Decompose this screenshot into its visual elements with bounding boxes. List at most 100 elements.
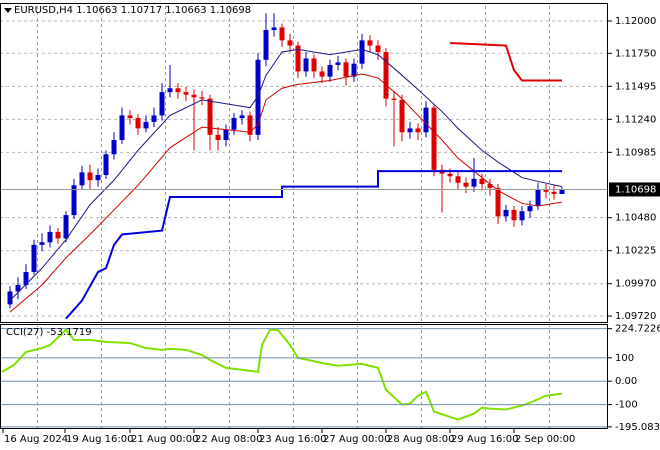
y-tick-label: -100 [615, 400, 638, 411]
candle-body [511, 209, 517, 221]
candle-body [263, 30, 269, 60]
candle-body [223, 129, 229, 141]
candle-body [351, 63, 357, 77]
candle-body [71, 185, 77, 216]
y-tick-label: 224.7226 [615, 324, 660, 335]
candle-body [495, 187, 501, 217]
candle-body [87, 172, 93, 181]
candle-body [415, 128, 421, 133]
candle-body [167, 88, 173, 93]
last-price-label: 1.10698 [615, 184, 656, 195]
candle-body [463, 182, 469, 187]
y-tick-label: 1.10480 [615, 213, 656, 224]
x-tick-label: 21 Aug 00:00 [131, 434, 198, 445]
candle-body [111, 140, 117, 155]
candle-body [447, 173, 453, 177]
time-grid [0, 326, 608, 428]
candle-body [231, 118, 237, 130]
candle-body [311, 58, 317, 72]
candle-body [319, 71, 325, 77]
axes: 1.12000 1.11750 1.11495 1.11240 1.10985 1.104… [0, 5, 660, 445]
price-frame [0, 3, 608, 323]
candle-body [287, 40, 293, 46]
x-tick-label: 23 Aug 16:00 [259, 434, 326, 445]
candle-body [487, 184, 493, 188]
cci-frame [0, 324, 608, 429]
candle-body [303, 58, 309, 72]
candle-body [127, 115, 133, 119]
cci-plot [1, 328, 563, 421]
candle-body [55, 231, 61, 239]
candle-body [335, 62, 341, 65]
candle-body [271, 27, 277, 31]
candle-body [159, 92, 165, 116]
candle-body [199, 97, 205, 99]
candle-body [247, 115, 253, 135]
candle-body [7, 291, 13, 305]
time-grid [0, 4, 608, 322]
candle-body [279, 27, 285, 41]
x-tick-label: 29 Aug 16:00 [451, 434, 518, 445]
y-tick-label: 1.11495 [615, 81, 656, 92]
y-tick-label: 1.09970 [615, 279, 656, 290]
indicator-line [65, 170, 562, 320]
candle-body [423, 107, 429, 133]
candle-body [135, 118, 141, 129]
candle-body [367, 40, 373, 46]
x-tick-label: 19 Aug 16:00 [66, 434, 133, 445]
x-tick-label: 22 Aug 08:00 [195, 434, 262, 445]
y-tick-label: 1.10225 [615, 246, 656, 257]
candle-body [255, 59, 261, 135]
candle-body [183, 92, 189, 95]
candle-body [47, 231, 53, 243]
candle-body [543, 189, 549, 192]
y-tick-label: 1.10985 [615, 147, 656, 158]
y-tick-label: 100 [615, 353, 634, 364]
indicator-line [9, 73, 563, 313]
candle-body [327, 64, 333, 77]
candle-body [407, 128, 413, 133]
candle-body [79, 172, 85, 186]
candle-body [239, 115, 245, 119]
candle-body [23, 272, 29, 285]
candle-body [479, 178, 485, 185]
y-tick-label: 1.09720 [615, 311, 656, 322]
candle-body [551, 191, 557, 194]
candle-body [151, 115, 157, 122]
candle-body [207, 98, 213, 135]
candle-body [39, 242, 45, 245]
candle-body [391, 98, 397, 100]
candle-body [519, 211, 525, 221]
candle-body [431, 107, 437, 170]
candle-body [527, 206, 533, 212]
panel-title: CCI(27) -53.1719 [6, 327, 92, 338]
candle-body [95, 174, 101, 181]
x-tick-label: 2 Sep 00:00 [515, 434, 575, 445]
candle-body [399, 99, 405, 133]
candle-body [31, 244, 37, 273]
panel-title: EURUSD,H4 1.10663 1.10717 1.10663 1.1069… [14, 5, 251, 16]
candle-body [455, 176, 461, 183]
candle-body [215, 134, 221, 141]
candle-body [471, 178, 477, 187]
y-tick-label: 1.11240 [615, 114, 656, 125]
candle-body [503, 209, 509, 217]
indicator-line [1, 328, 563, 421]
x-tick-label: 16 Aug 2024 [4, 434, 68, 445]
candle-body [295, 45, 301, 72]
candle-body [15, 284, 21, 292]
y-tick-label: 0.00 [615, 376, 637, 387]
candle-body [559, 189, 565, 194]
last-price-box [609, 182, 660, 197]
candle-body [63, 215, 69, 239]
candle-body [119, 115, 125, 141]
candle-body [191, 94, 197, 98]
candle-body [359, 40, 365, 64]
y-tick-label: -195.0838 [615, 422, 660, 433]
candle-body [375, 45, 381, 53]
indicator-line [9, 48, 563, 301]
collapse-icon [4, 8, 12, 13]
candle-body [535, 189, 541, 207]
x-tick-label: 27 Aug 00:00 [323, 434, 390, 445]
